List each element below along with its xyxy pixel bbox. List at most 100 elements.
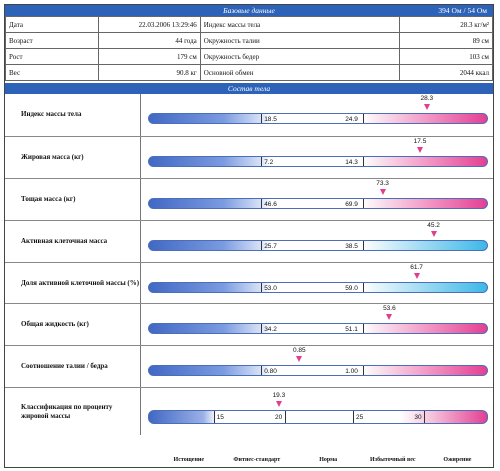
marker-value: 19.3 [272,392,286,400]
basic-value: 22.03.2006 13:29:46 [97,16,201,33]
fat-class-tick-label: 15 [216,414,224,422]
range-tick [363,198,365,208]
marker-arrow [379,188,386,195]
basic-data-header: Базовые данные 394 Ом / 54 Ом [5,5,493,16]
basic-label: Возраст [5,32,99,49]
marker-value: 17.5 [413,137,427,145]
range-tick [261,324,263,334]
composition-row-fat-class: Классификация по проценту жировой массы 1… [5,387,493,436]
range-tick [363,114,365,123]
composition-row: Тощая масса (кг) 46.6 69.9 73.3 [5,177,493,220]
range-tick [363,366,365,376]
fat-class-category: Избыточный вес [369,457,416,463]
marker-value: 45.2 [427,221,440,229]
basic-value: 89 см [399,32,493,49]
range-tick [261,114,263,123]
range-bar: 7.2 14.3 [148,155,488,167]
range-tick-label: 51.1 [345,326,358,334]
range-tick [261,198,263,208]
basic-row: Рост 179 см Окружность бедер 103 см [5,48,493,65]
range-bar: 46.6 69.9 [148,197,488,209]
range-tick-label: 69.9 [345,200,358,208]
composition-row: Общая жидкость (кг) 34.2 51.1 53.6 [5,303,493,346]
marker-arrow [417,146,423,153]
fat-class-bar: 15 20 25 30 [148,410,488,425]
range-tick [363,324,365,334]
fat-class-categories: Истощение Фитнес-стандарт Норма Избыточный … [148,457,488,467]
range-tick-label: 53.0 [264,284,277,292]
basic-value: 90.8 кг [97,64,201,81]
range-bar: 34.2 51.1 [148,323,488,335]
marker-value: 28.3 [420,95,434,102]
marker-arrow [430,230,437,237]
impedance-value: 394 Ом / 54 Ом [438,6,487,15]
range-tick-label: 14.3 [345,158,358,166]
composition-rows: Индекс массы тела 18.5 24.9 28.3 Жировая мас… [5,94,493,436]
range-tick-label: 0.80 [264,368,277,376]
fat-class-tick [285,411,286,424]
composition-row: Жировая масса (кг) 7.2 14.3 17.5 [5,135,493,178]
basic-row: Дата 22.03.2006 13:29:46 Индекс массы тела… [5,16,493,33]
basic-label: Окружность бедер [199,48,401,65]
composition-row: Доля активной клеточной массы (%) 53.0 59.… [5,261,493,304]
report-frame: Базовые данные 394 Ом / 54 Ом Дата 22.03.… [4,4,494,468]
range-tick-label: 38.5 [345,242,358,250]
range-tick [261,240,263,250]
fat-class-tick [353,411,354,424]
composition-row: Активная клеточная масса 25.7 38.5 45.2 [5,219,493,262]
row-label: Классификация по проценту жировой массы [9,388,141,436]
range-tick-label: 24.9 [345,116,358,123]
composition-row: Индекс массы тела 18.5 24.9 28.3 [5,94,493,136]
range-bar: 53.0 59.0 [148,281,488,293]
composition-title: Состав тела [227,84,271,93]
fat-class-tick-label: 20 [275,414,283,422]
fat-class-category: Истощение [173,457,205,463]
row-label: Тощая масса (кг) [9,178,141,220]
range-bar: 18.5 24.9 [148,113,488,124]
fat-class-category: Фитнес-стандарт [233,457,281,463]
range-bar: 0.80 1.00 [148,365,488,377]
row-label: Доля активной клеточной массы (%) [9,262,141,304]
fat-class-tick [424,411,426,424]
marker-value: 53.6 [383,305,396,313]
basic-label: Дата [5,16,99,33]
range-tick [363,156,365,166]
range-tick [261,282,263,292]
row-label: Индекс массы тела [9,94,141,136]
range-tick [363,240,365,250]
marker-arrow [386,314,393,321]
marker-arrow [413,272,420,279]
basic-label: Основной обмен [199,64,401,81]
range-tick [363,282,365,292]
basic-label: Индекс массы тела [199,16,401,33]
range-tick-label: 59.0 [345,284,358,292]
row-label: Соотношение талии / бедра [9,346,141,388]
range-tick-label: 46.6 [264,200,277,208]
row-label: Жировая масса (кг) [9,136,141,178]
basic-row: Возраст 44 года Окружность талии 89 см [5,32,493,49]
range-tick-label: 25.7 [264,242,277,250]
fat-class-category: Ожирение [443,457,472,463]
basic-data-title: Базовые данные [223,6,275,15]
marker-arrow [296,356,303,363]
marker-value: 73.3 [376,179,389,187]
range-tick-label: 18.5 [264,116,277,123]
basic-value: 44 года [97,32,201,49]
fat-class-tick-label: 30 [414,414,422,422]
range-tick [261,366,263,376]
fat-class-category: Норма [319,457,338,463]
basic-value: 179 см [97,48,201,65]
fat-class-tick [213,411,215,424]
basic-row: Вес 90.8 кг Основной обмен 2044 ккал [5,64,493,81]
basic-label: Вес [5,64,99,81]
basic-label: Окружность талии [199,32,401,49]
marker-value: 61.7 [410,263,423,271]
marker-value: 0.85 [292,347,306,355]
basic-label: Рост [5,48,99,65]
basic-value: 28.3 кг/м² [399,16,493,33]
basic-value: 2044 ккал [399,64,493,81]
row-label: Общая жидкость (кг) [9,304,141,346]
composition-row: Соотношение талии / бедра 0.80 1.00 0.85 [5,345,493,388]
fat-class-tick-label: 25 [356,414,364,422]
composition-header: Состав тела [5,83,493,94]
